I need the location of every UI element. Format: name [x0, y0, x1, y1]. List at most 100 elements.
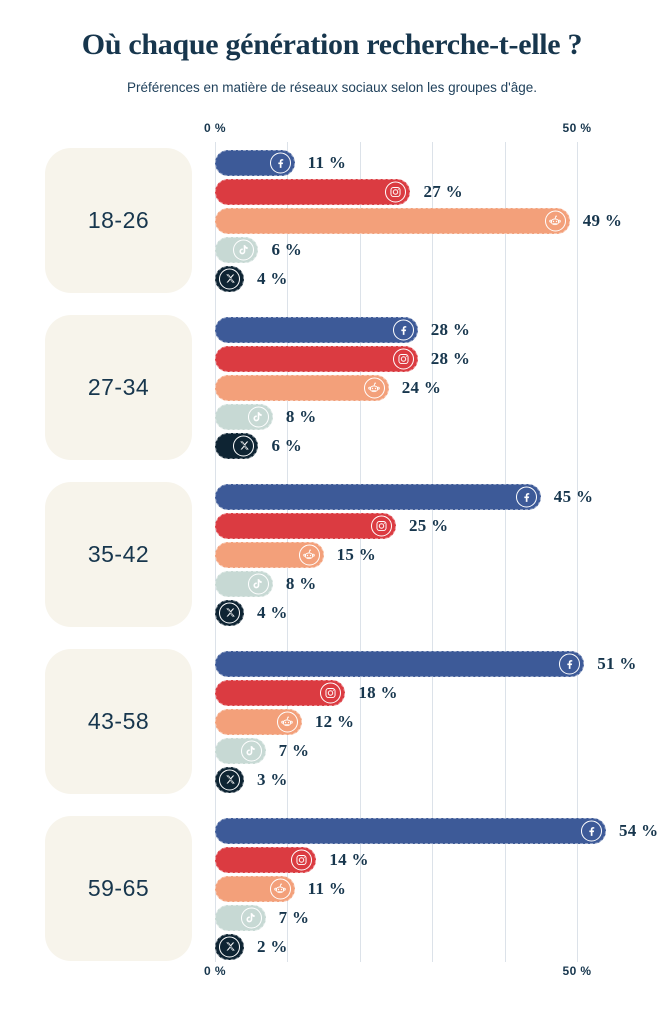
- facebook-bar: [215, 483, 541, 510]
- instagram-bar-row: 27 %: [215, 178, 664, 205]
- bar-value-label: 7 %: [278, 907, 310, 927]
- reddit-icon: [363, 377, 385, 398]
- x-bar-row: 6 %: [215, 432, 664, 459]
- reddit-icon: [544, 210, 566, 231]
- reddit-bar: [215, 207, 570, 234]
- age-group-label-card: 59-65: [45, 816, 192, 961]
- x-bar: [215, 432, 259, 459]
- facebook-icon: [515, 486, 537, 507]
- tiktok-bar: [215, 904, 266, 931]
- reddit-bar-row: 12 %: [215, 708, 664, 735]
- gridline-20: [359, 142, 361, 962]
- instagram-bar-row: 18 %: [215, 679, 664, 706]
- age-group-row: 18-26 11 % 27 % 49 % 6 % 4 %: [45, 148, 664, 293]
- tiktok-icon: [247, 573, 269, 594]
- facebook-icon: [580, 820, 602, 841]
- tiktok-icon: [240, 907, 262, 928]
- tiktok-bar-row: 7 %: [215, 737, 664, 764]
- age-group-label: 27-34: [87, 374, 150, 400]
- bar-value-label: 3 %: [257, 769, 288, 789]
- facebook-bar: [215, 149, 295, 176]
- age-group-label-card: 18-26: [45, 148, 192, 293]
- instagram-bar: [215, 846, 317, 873]
- axis-label-top-max: 50 %: [562, 121, 592, 135]
- tiktok-bar-row: 6 %: [215, 236, 664, 263]
- facebook-bar-row: 11 %: [215, 149, 664, 176]
- page-title: Où chaque génération recherche-t-elle ?: [81, 28, 583, 61]
- bars-column: 11 % 27 % 49 % 6 % 4 %: [215, 149, 664, 292]
- reddit-icon: [276, 711, 298, 732]
- bar-value-label: 49 %: [582, 210, 623, 230]
- age-group-label-card: 43-58: [45, 649, 192, 794]
- instagram-bar: [215, 512, 396, 539]
- x-bar: [215, 933, 244, 960]
- facebook-bar: [215, 650, 585, 677]
- instagram-bar: [215, 178, 411, 205]
- tiktok-bar: [215, 403, 273, 430]
- instagram-icon: [385, 181, 407, 202]
- age-group-label: 43-58: [87, 708, 150, 734]
- bar-value-label: 28 %: [430, 319, 471, 339]
- bar-value-label: 8 %: [285, 573, 317, 593]
- bar-value-label: 2 %: [257, 936, 288, 956]
- axis-label-bottom-max: 50 %: [562, 964, 592, 978]
- tiktok-icon: [247, 406, 269, 427]
- instagram-icon: [291, 849, 313, 870]
- reddit-icon: [298, 544, 320, 565]
- x-bar: [215, 766, 244, 793]
- tiktok-bar-row: 8 %: [215, 570, 664, 597]
- age-groups: 18-26 11 % 27 % 49 % 6 % 4 % 27-34 28 % 28 % 24 %…: [45, 148, 664, 961]
- bars-column: 51 % 18 % 12 % 7 % 3 %: [215, 650, 664, 793]
- instagram-bar: [215, 345, 418, 372]
- age-group-label: 18-26: [87, 207, 150, 233]
- reddit-bar: [215, 541, 324, 568]
- reddit-bar-row: 11 %: [215, 875, 664, 902]
- instagram-bar: [215, 679, 346, 706]
- instagram-icon: [371, 515, 392, 536]
- instagram-bar-row: 14 %: [215, 846, 664, 873]
- age-group-row: 35-42 45 % 25 % 15 % 8 % 4 %: [45, 482, 664, 627]
- bar-value-label: 45 %: [553, 486, 594, 506]
- gridline-40: [504, 142, 506, 962]
- facebook-bar: [215, 316, 418, 343]
- facebook-bar-row: 51 %: [215, 650, 664, 677]
- tiktok-bar-row: 7 %: [215, 904, 664, 931]
- instagram-icon: [392, 348, 414, 369]
- tiktok-icon: [240, 740, 262, 761]
- reddit-bar: [215, 708, 302, 735]
- instagram-icon: [320, 682, 342, 703]
- bar-value-label: 25 %: [409, 515, 449, 535]
- facebook-bar-row: 28 %: [215, 316, 664, 343]
- reddit-bar: [215, 374, 389, 401]
- tiktok-icon: [233, 239, 255, 260]
- reddit-bar-row: 49 %: [215, 207, 664, 234]
- age-group-row: 43-58 51 % 18 % 12 % 7 % 3 %: [45, 649, 664, 794]
- age-group-row: 27-34 28 % 28 % 24 % 8 % 6 %: [45, 315, 664, 460]
- facebook-bar-row: 54 %: [215, 817, 664, 844]
- bar-value-label: 18 %: [358, 682, 398, 702]
- bar-value-label: 51 %: [597, 653, 637, 673]
- bar-value-label: 6 %: [271, 435, 303, 455]
- facebook-icon: [392, 319, 414, 340]
- page-subtitle: Préférences en matière de réseaux sociau…: [126, 80, 538, 95]
- bar-value-label: 24 %: [401, 377, 442, 397]
- tiktok-bar: [215, 737, 266, 764]
- age-group-label: 35-42: [87, 541, 150, 567]
- x-bar-row: 4 %: [215, 265, 664, 292]
- x-icon: [219, 769, 240, 790]
- age-group-label-card: 27-34: [45, 315, 192, 460]
- bar-value-label: 6 %: [271, 239, 303, 259]
- axis-label-bottom-min: 0 %: [204, 964, 226, 978]
- bar-value-label: 54 %: [618, 820, 659, 840]
- x-icon: [233, 435, 255, 456]
- facebook-bar: [215, 817, 606, 844]
- reddit-icon: [269, 878, 291, 899]
- bar-value-label: 11 %: [307, 878, 347, 898]
- facebook-icon: [559, 653, 581, 674]
- bar-value-label: 11 %: [307, 152, 347, 172]
- bar-value-label: 7 %: [278, 740, 310, 760]
- tiktok-bar-row: 8 %: [215, 403, 664, 430]
- tiktok-bar: [215, 236, 259, 263]
